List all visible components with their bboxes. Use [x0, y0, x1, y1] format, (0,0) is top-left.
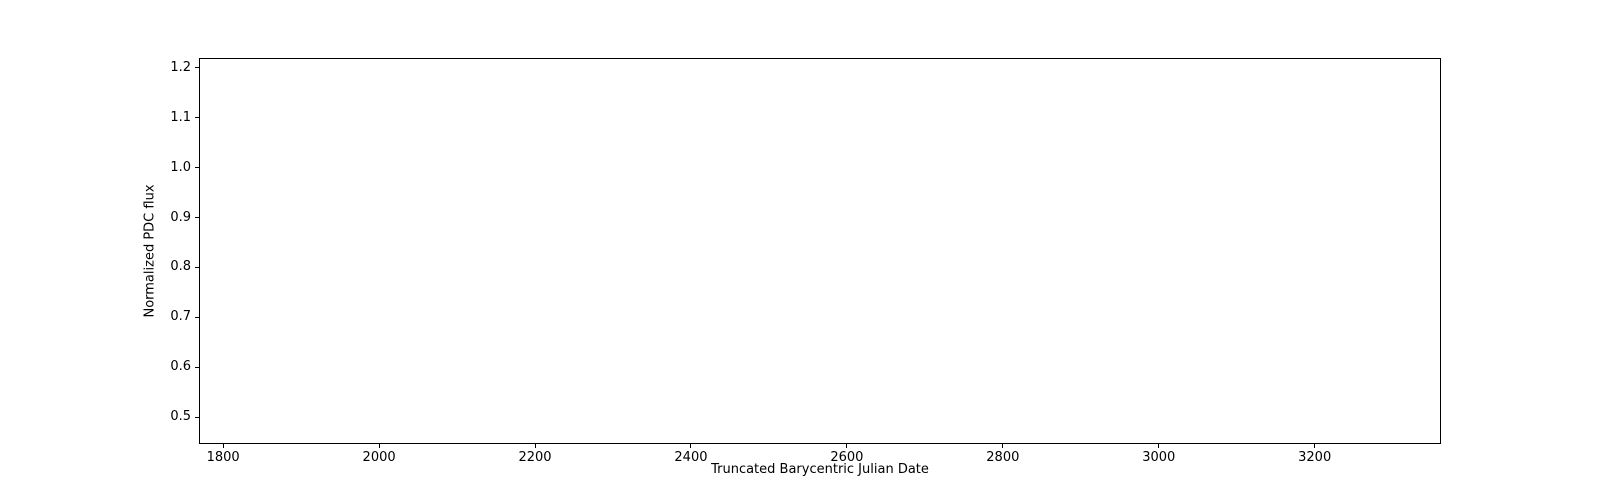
x-tick-mark: [1002, 444, 1003, 448]
x-axis-label: Truncated Barycentric Julian Date: [711, 462, 929, 477]
x-tick-mark: [1158, 444, 1159, 448]
y-tick-mark: [195, 267, 199, 268]
y-axis-label: Normalized PDC flux: [142, 184, 158, 318]
plot-area: [199, 58, 1441, 444]
y-tick-label: 0.6: [170, 359, 191, 375]
y-tick-label: 1.1: [170, 109, 191, 125]
x-tick-label: 2800: [986, 450, 1020, 465]
y-tick-mark: [195, 317, 199, 318]
x-tick-label: 2400: [674, 450, 708, 465]
y-tick-mark: [195, 117, 199, 118]
x-tick-label: 2000: [362, 450, 396, 465]
x-tick-mark: [535, 444, 536, 448]
x-tick-mark: [223, 444, 224, 448]
x-tick-label: 2600: [830, 450, 864, 465]
x-tick-label: 1800: [206, 450, 240, 465]
x-tick-mark: [846, 444, 847, 448]
y-tick-mark: [195, 417, 199, 418]
x-tick-label: 3000: [1142, 450, 1176, 465]
x-tick-mark: [1314, 444, 1315, 448]
x-tick-label: 3200: [1298, 450, 1332, 465]
x-tick-label: 2200: [518, 450, 552, 465]
y-tick-label: 0.9: [170, 209, 191, 225]
y-tick-label: 1.2: [170, 59, 191, 75]
y-tick-mark: [195, 167, 199, 168]
y-tick-mark: [195, 217, 199, 218]
y-tick-label: 0.5: [170, 409, 191, 425]
y-tick-mark: [195, 367, 199, 368]
x-tick-mark: [379, 444, 380, 448]
y-tick-label: 0.8: [170, 259, 191, 275]
y-tick-label: 1.0: [170, 159, 191, 175]
y-tick-mark: [195, 67, 199, 68]
y-tick-label: 0.7: [170, 309, 191, 325]
x-tick-mark: [690, 444, 691, 448]
